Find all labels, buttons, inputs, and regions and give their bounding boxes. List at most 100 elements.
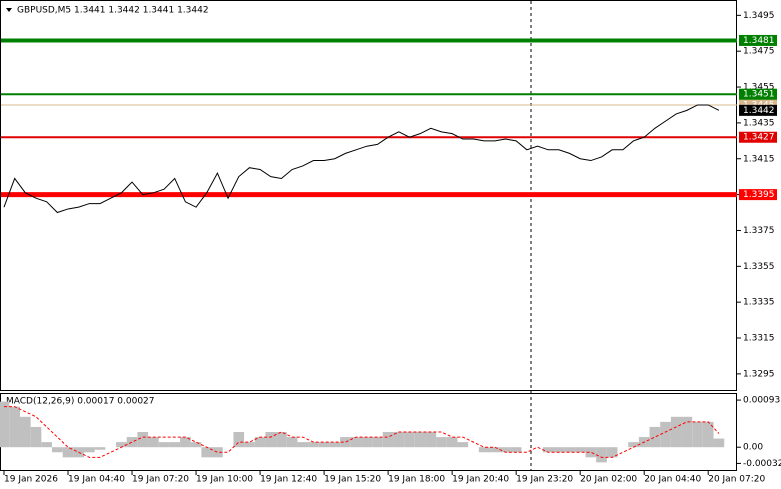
macd-bar	[446, 437, 458, 448]
x-tick-label: 19 Jan 18:00	[388, 475, 445, 485]
macd-title: MACD(12,26,9) 0.00017 0.00027	[6, 397, 155, 407]
macd-bar	[681, 416, 693, 448]
macd-bar	[265, 432, 277, 448]
macd-bar	[233, 432, 245, 448]
x-tick-label: 20 Jan 02:00	[580, 475, 637, 485]
macd-bar	[318, 442, 330, 448]
level-tag	[739, 104, 777, 116]
y-tick-label: 1.3375	[743, 226, 775, 236]
macd-bar	[361, 437, 373, 448]
macd-bar	[596, 447, 607, 463]
y-tick-label: 1.3335	[743, 298, 775, 308]
level-label: 1.3395	[743, 190, 775, 200]
x-tick-label: 19 Jan 20:40	[452, 475, 509, 485]
y-tick-label: 1.3495	[743, 11, 775, 21]
macd-bar	[308, 442, 319, 448]
macd-bar	[9, 406, 21, 448]
macd-bar	[574, 447, 586, 453]
y-tick-label: 1.3475	[743, 47, 775, 57]
macd-bar	[414, 432, 426, 448]
macd-bar	[212, 447, 223, 458]
macd-bar	[457, 442, 469, 448]
macd-bar	[660, 421, 671, 448]
macd-bar	[158, 442, 170, 448]
macd-bar	[404, 432, 415, 448]
macd-bar	[382, 432, 394, 448]
level-label: 1.3481	[743, 36, 775, 46]
x-tick-label: 19 Jan 04:40	[68, 475, 125, 485]
macd-bar	[148, 437, 159, 448]
x-tick-label: 19 Jan 15:20	[324, 475, 381, 485]
macd-bar	[190, 442, 202, 448]
macd-bar	[606, 447, 618, 458]
y-tick-label: 1.3435	[743, 118, 775, 128]
macd-bar	[436, 437, 447, 448]
y-tick-label: 1.3315	[743, 334, 775, 344]
x-tick-label: 20 Jan 04:40	[644, 475, 701, 485]
menu-icon	[6, 8, 12, 12]
level-label: 1.3427	[743, 133, 775, 143]
x-tick-label: 19 Jan 10:00	[196, 475, 253, 485]
x-tick-label: 19 Jan 12:40	[260, 475, 317, 485]
y-tick-label: 1.3415	[743, 154, 775, 164]
y-tick-label: 1.3295	[743, 369, 775, 379]
macd-bar	[702, 421, 714, 448]
macd-bar	[340, 437, 351, 448]
x-tick-label: 20 Jan 07:20	[708, 475, 765, 485]
macd-bar	[628, 442, 639, 448]
y-tick-label: 1.3455	[743, 83, 775, 93]
macd-bar	[30, 426, 42, 448]
level-label: 1.3451	[743, 90, 775, 100]
macd-bar	[542, 447, 554, 453]
macd-bar	[276, 432, 287, 448]
macd-bar	[116, 442, 127, 448]
macd-bar	[478, 447, 490, 453]
macd-bar	[670, 416, 682, 448]
macd-bar	[137, 432, 149, 448]
macd-bar	[84, 447, 95, 453]
price-line	[3, 104, 720, 214]
macd-bar	[713, 438, 725, 448]
macd-bar	[254, 437, 266, 448]
macd-bar	[489, 447, 501, 453]
macd-bar	[393, 432, 405, 448]
y-tick-label: 1.3355	[743, 262, 775, 272]
level-tag	[739, 88, 777, 100]
macd-bar	[180, 437, 191, 448]
macd-bar	[372, 437, 383, 448]
y-tick-label: 0.00093	[743, 396, 780, 406]
macd-bar	[350, 437, 362, 448]
macd-bar	[297, 442, 309, 448]
y-tick-label: -0.00032	[743, 459, 781, 469]
x-tick-label: 19 Jan 23:20	[516, 475, 573, 485]
macd-bar	[94, 447, 106, 450]
macd-bar	[169, 442, 181, 448]
level-tag	[739, 189, 777, 201]
macd-bar	[425, 432, 437, 448]
macd-bar	[62, 447, 74, 458]
macd-bar	[201, 447, 213, 458]
x-tick-label: 19 Jan 07:20	[132, 475, 189, 485]
macd-bar	[564, 447, 575, 453]
macd-bar	[510, 447, 522, 453]
level-tag	[739, 34, 777, 46]
macd-bar	[585, 447, 597, 458]
macd-bar	[329, 442, 341, 448]
y-tick-label: 0.00	[743, 443, 763, 453]
macd-bar	[0, 401, 10, 448]
signal-line	[4, 406, 720, 458]
macd-bar	[692, 421, 703, 448]
macd-bar	[126, 437, 138, 448]
macd-bar	[553, 447, 565, 453]
macd-bar	[52, 447, 63, 453]
chart-title: GBPUSD,M5 1.3441 1.3442 1.3441 1.3442	[17, 6, 209, 16]
macd-bar	[244, 442, 255, 448]
macd-bar	[500, 447, 511, 453]
macd-bar	[41, 442, 53, 448]
level-label: 1.3442	[743, 106, 775, 116]
macd-bar	[20, 416, 31, 448]
macd-bar	[286, 437, 298, 448]
level-tag	[739, 131, 777, 143]
macd-bar	[649, 426, 661, 448]
